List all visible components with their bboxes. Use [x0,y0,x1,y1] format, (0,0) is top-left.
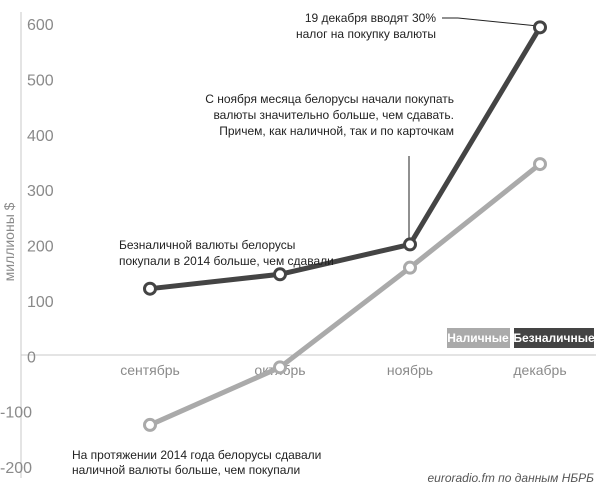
annotation-december: 19 декабря вводят 30% налог на покупку ва… [296,11,436,41]
data-point-cash [403,260,417,275]
y-tick-label: 200 [27,239,54,256]
y-tick-label: 300 [27,183,54,200]
legend: Наличные Безналичные [447,328,595,348]
y-axis-label: миллионы $ [1,202,17,281]
annotation-december-line: 19 декабря вводят 30% [305,11,436,25]
y-tick-labels: -200 -100 0 100 200 300 400 500 600 [0,17,54,477]
series-line-cashless [147,24,543,292]
series-line-cash [147,161,543,428]
annotation-leader-december-drop [457,17,539,27]
y-tick-label: 0 [27,349,36,366]
y-tick-label: 500 [27,72,54,89]
annotation-cash-line: На протяжении 2014 года белорусы сдавали [72,448,321,462]
legend-swatch-cashless [514,328,594,348]
y-tick-label: 100 [27,294,54,311]
data-point-cashless [403,237,417,252]
data-point-cashless [273,267,287,282]
x-tick-label: ноябрь [387,362,433,378]
data-point-cashless [143,281,157,296]
annotation-cashless-line: покупали в 2014 больше, чем сдавали [119,254,334,268]
annotation-december-line: налог на покупку валюты [296,27,436,41]
y-tick-label: 600 [27,17,54,34]
annotation-cashless: Безналичной валюты белорусы покупали в 20… [119,238,334,268]
source-note: euroradio.fm по данным НБРБ [427,471,594,485]
legend-swatch-cash [447,328,510,348]
annotation-november-line: С ноября месяца белорусы начали покупать [205,92,454,106]
annotations: 19 декабря вводят 30% налог на покупку ва… [72,11,454,477]
y-tick-label: -200 [0,460,32,477]
annotation-cash: На протяжении 2014 года белорусы сдавали… [72,448,321,477]
legend-label-cashless: Безналичные [513,331,595,345]
data-point-cash [533,157,547,172]
annotation-cashless-line: Безналичной валюты белорусы [119,238,295,252]
annotation-november-line: валюты значительно больше, чем сдавать. [213,108,454,122]
data-point-cashless [533,20,547,35]
annotation-november: С ноября месяца белорусы начали покупать… [205,92,454,138]
series-group [143,20,547,432]
x-tick-labels: сентябрьоктябрьноябрьдекабрь [120,362,566,378]
legend-label-cash: Наличные [447,331,509,345]
annotation-cash-line: наличной валюты больше, чем покупали [72,463,300,477]
data-point-cash [273,360,287,375]
data-point-cash [143,417,157,432]
x-tick-label: сентябрь [120,362,180,378]
y-tick-label: 400 [27,128,54,145]
y-tick-label: -100 [0,405,32,422]
x-tick-label: декабрь [513,362,566,378]
annotation-november-line: Причем, как наличной, так и по карточкам [219,124,454,138]
